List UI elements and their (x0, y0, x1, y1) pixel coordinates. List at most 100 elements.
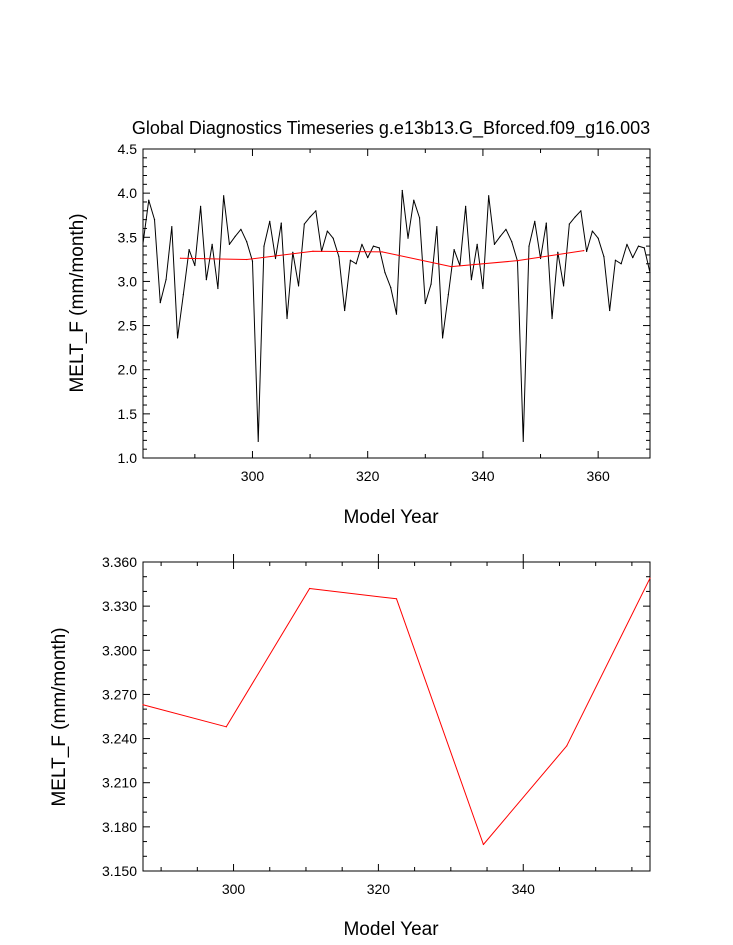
data-point (586, 250, 588, 253)
x-tick-label: 320 (356, 468, 380, 484)
data-point (436, 226, 438, 228)
data-point (240, 228, 242, 230)
data-point (493, 243, 496, 245)
chart-bottom-x-ticks: 300 320 340 (160, 554, 633, 897)
data-point (312, 250, 314, 252)
data-point (441, 337, 444, 339)
data-point (188, 249, 190, 251)
series-line-running-mean (142, 577, 651, 846)
data-point (142, 242, 144, 245)
data-point (297, 285, 300, 287)
y-tick-label: 4.0 (118, 185, 138, 201)
y-tick-label: 3.240 (102, 731, 137, 747)
data-point (308, 587, 311, 590)
chart-top-plot-frame (142, 148, 651, 459)
data-point (511, 241, 513, 243)
data-point (649, 577, 651, 579)
data-point (228, 243, 231, 245)
data-point (159, 302, 161, 304)
chart-top-y-ticks: 1.0 1.5 2.0 2.5 3.0 3.5 4.0 4.5 (118, 141, 650, 466)
x-tick-label: 360 (586, 468, 610, 484)
data-point (286, 317, 288, 320)
chart-top-series (142, 189, 651, 442)
y-tick-label: 3.180 (102, 819, 137, 835)
data-point (539, 257, 542, 260)
data-point (482, 843, 485, 846)
data-point (182, 294, 184, 296)
data-point (626, 243, 628, 245)
data-point (632, 256, 634, 259)
data-point (488, 195, 490, 197)
data-point (516, 260, 519, 262)
data-point (309, 216, 311, 218)
data-point (142, 704, 144, 706)
series-line-annual (142, 189, 651, 442)
data-point (614, 259, 617, 261)
chart-bottom-y-ticks: 3.150 3.180 3.210 3.240 3.270 3.300 3.330 3.360 (102, 554, 650, 879)
data-point (246, 258, 248, 261)
data-point (649, 272, 651, 274)
data-point (450, 266, 452, 268)
data-point (223, 195, 225, 197)
chart-top-y-axis-title: MELT_F (mm/month) (67, 213, 88, 392)
data-point (470, 279, 472, 281)
data-point (476, 243, 478, 245)
data-point (372, 245, 375, 247)
data-point (263, 245, 265, 247)
data-point (528, 245, 530, 247)
chart-top-title: Global Diagnostics Timeseries g.e13b13.G… (132, 118, 650, 139)
y-tick-label: 3.0 (118, 273, 138, 289)
data-point (165, 279, 167, 281)
data-point (583, 250, 585, 252)
data-point (499, 235, 501, 237)
chart-bottom-x-axis-title: Model Year (343, 919, 439, 940)
chart-top-x-ticks: 300 320 340 360 (194, 149, 610, 484)
data-point (566, 745, 568, 747)
y-tick-label: 2.5 (118, 318, 138, 334)
y-tick-label: 4.5 (118, 141, 138, 157)
data-point (269, 220, 271, 222)
y-tick-label: 3.360 (102, 554, 137, 570)
data-point (246, 241, 248, 243)
data-point (395, 598, 398, 600)
data-point (390, 287, 392, 289)
data-point (361, 243, 363, 245)
chart-bottom-series (142, 577, 651, 846)
data-point (274, 257, 277, 260)
data-point (344, 309, 346, 312)
chart-top: Global Diagnostics Timeseries g.e13b13.G… (67, 118, 651, 528)
x-tick-label: 340 (471, 468, 495, 484)
data-point (384, 272, 386, 274)
data-point (580, 210, 582, 212)
data-point (557, 251, 559, 253)
data-point (234, 235, 236, 237)
data-point (522, 440, 524, 442)
data-point (378, 247, 380, 249)
data-point (465, 205, 467, 207)
data-point (176, 337, 179, 339)
y-tick-label: 3.300 (102, 642, 137, 658)
data-point (225, 726, 227, 728)
data-point (205, 279, 207, 281)
data-point (148, 199, 150, 201)
data-point (637, 245, 640, 247)
data-point (562, 285, 565, 287)
data-point (482, 287, 484, 290)
chart-bottom: 3.150 3.180 3.210 3.240 3.270 3.300 3.330 3.360… (49, 554, 651, 940)
x-tick-label: 320 (367, 881, 391, 897)
data-point (597, 237, 599, 239)
chart-bottom-y-axis-title: MELT_F (mm/month) (49, 627, 70, 806)
data-point (430, 283, 432, 285)
data-point (447, 294, 449, 296)
y-tick-label: 3.270 (102, 686, 137, 702)
y-tick-label: 1.0 (118, 450, 138, 466)
data-point (643, 247, 645, 249)
data-point (315, 210, 317, 212)
data-point (171, 226, 173, 228)
data-point (381, 251, 383, 253)
data-point (217, 287, 219, 290)
data-point (292, 251, 294, 253)
data-point (338, 256, 340, 258)
data-point (332, 237, 334, 239)
data-point (620, 263, 622, 265)
